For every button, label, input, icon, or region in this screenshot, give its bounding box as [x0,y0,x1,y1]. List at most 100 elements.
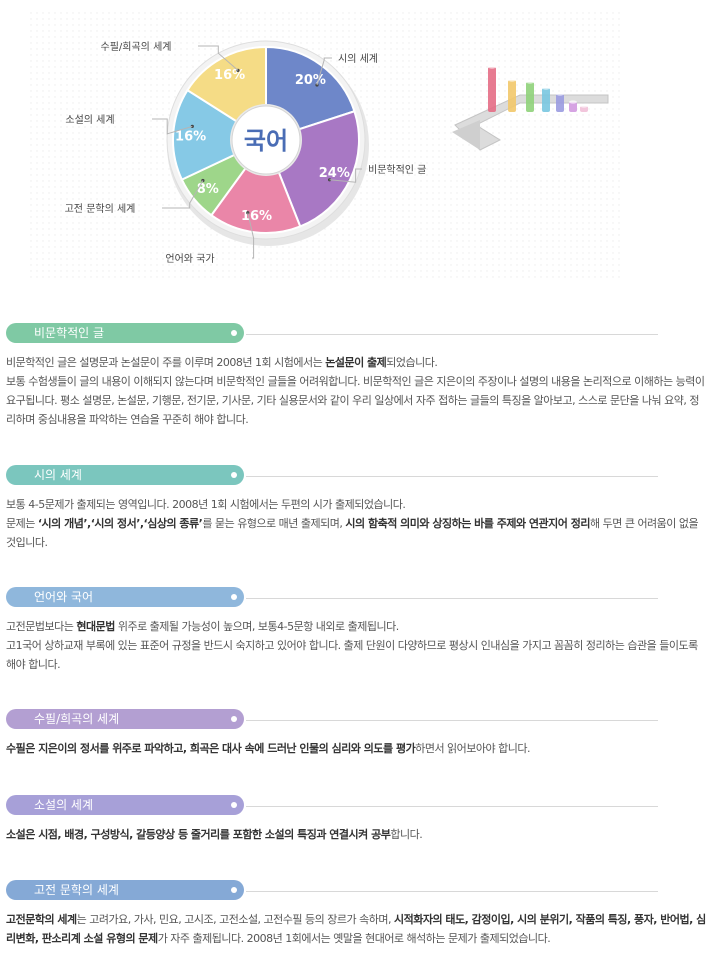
emphasis-text: 시의 함축적 의미와 상징하는 바를 주제와 연관지어 정리 [345,517,590,530]
pie-chart: 20% 시의 세계 24% 비문학적인 글 16% 언어와 국가 8% 고전 문학의 세계 16… [30,8,620,280]
emphasis-text: 수필은 지은이의 정서를 위주로 파악하고, 희곡은 대사 속에 드러난 인물의… [6,742,416,755]
emphasis-text: ‘시의 개념’,‘시의 정서’,‘심상의 종류’ [37,517,203,530]
emphasis-text: 시적화자의 태도, 감정이입, 시의 분위기, 작품의 특징, 풍자, 반어법,… [6,913,706,945]
section-title-pill: 언어와 국어 [6,587,244,607]
leader-line [198,45,239,71]
section-title: 수필/희곡의 세계 [34,712,120,726]
section-header: 소설의 세계 [6,795,706,817]
cylinder-bar [580,106,588,112]
body-text: 문제는 [6,517,38,530]
cylinder-bar [542,88,550,112]
leader-line [152,118,193,135]
section-divider [246,476,658,477]
section-title: 고전 문학의 세계 [34,883,119,897]
section-title: 시의 세계 [34,468,82,482]
section-title-pill: 수필/희곡의 세계 [6,709,244,729]
section-body: 고전문법보다는 현대문법 위주로 출제될 가능성이 높으며, 보통4-5문항 내… [6,617,706,674]
slice-percent-label: 16% [214,68,245,83]
emphasis-text: 소설은 시점, 배경, 구성방식, 갈등양상 등 줄거리를 포함한 소설의 특징… [6,828,391,841]
leader-line [247,212,255,259]
section-divider [246,891,658,892]
emphasis-text: 고전문학의 세계 [6,913,77,926]
bar-chart-illustration [452,65,609,151]
section-paragraph: 소설은 시점, 배경, 구성방식, 갈등양상 등 줄거리를 포함한 소설의 특징… [6,825,706,844]
section-paragraph: 고1국어 상하교재 부록에 있는 표준어 규정을 반드시 숙지하고 있어야 합니… [6,636,706,674]
section-title-pill: 소설의 세계 [6,795,244,815]
slice-category-label: 소설의 세계 [65,114,114,126]
section-title: 언어와 국어 [34,590,94,604]
slice-percent-label: 8% [197,182,219,197]
slice-percent-label: 24% [319,166,350,181]
slice-percent-label: 16% [175,129,206,144]
pill-dot-icon [231,716,237,722]
section-body: 수필은 지은이의 정서를 위주로 파악하고, 희곡은 대사 속에 드러난 인물의… [6,739,706,758]
arrow-head [452,120,480,150]
section-paragraph: 비문학적인 글은 설명문과 논설문이 주를 이루며 2008년 1회 시험에서는… [6,353,706,372]
section-header: 시의 세계 [6,465,706,487]
section-title-pill: 시의 세계 [6,465,244,485]
body-text: 합니다. [390,828,423,841]
emphasis-text: 현대문법 [76,620,115,633]
slice-category-label: 시의 세계 [338,53,378,65]
section-paragraph: 수필은 지은이의 정서를 위주로 파악하고, 희곡은 대사 속에 드러난 인물의… [6,739,706,758]
cylinder-top [580,104,588,108]
section-header: 언어와 국어 [6,587,706,609]
center-hub [231,105,301,175]
section-divider [246,806,658,807]
pill-dot-icon [231,802,237,808]
leader-dot [246,211,250,215]
section-paragraph: 고전문학의 세계는 고려가요, 가사, 민요, 고시조, 고전소설, 고전수필 … [6,910,706,948]
section-header: 비문학적인 글 [6,323,706,345]
slice-percent-label: 16% [241,209,272,224]
center-label: 국어 [244,127,288,155]
section-header: 수필/희곡의 세계 [6,709,706,731]
section-title-pill: 고전 문학의 세계 [6,880,244,900]
pie-slice [172,88,269,181]
emphasis-text: 논설문이 출제 [325,356,387,369]
body-text: 비문학적인 글은 설명문과 논설문이 주를 이루며 2008년 1회 시험에서는 [6,356,326,369]
section-body: 소설은 시점, 배경, 구성방식, 갈등양상 등 줄거리를 포함한 소설의 특징… [6,825,706,844]
section-paragraph: 보통 수험생들이 글의 내용이 이해되지 않는다며 비문학적인 글들을 어려워합… [6,372,706,429]
body-text: 가 자주 출제됩니다. 2008년 1회에서는 옛말을 현대어로 해석하는 문제… [157,932,551,945]
pill-dot-icon [231,594,237,600]
cylinder-top [488,65,496,69]
slice-category-label: 언어와 국가 [165,253,214,265]
section-paragraph: 문제는 ‘시의 개념’,‘시의 정서’,‘심상의 종류’를 묻는 유형으로 매년… [6,514,706,552]
leader-line [329,168,362,183]
cylinder-bar [526,82,534,112]
pill-dot-icon [231,887,237,893]
leader-dot [328,178,332,182]
pill-dot-icon [231,472,237,478]
pill-dot-icon [231,330,237,336]
section-title: 소설의 세계 [34,798,94,812]
section-body: 보통 4-5문제가 출제되는 영역입니다. 2008년 1회 시험에서는 두편의… [6,495,706,552]
body-text: 위주로 출제될 가능성이 높으며, 보통4-5문항 내외로 출제됩니다. [114,620,399,633]
slice-category-label: 고전 문학의 세계 [65,203,136,215]
slice-percent-label: 20% [295,73,326,88]
body-text: 해 두면 큰 어려움이 없을 것입니다. [6,517,699,549]
section-header: 고전 문학의 세계 [6,880,706,902]
body-text: 되었습니다. [386,356,438,369]
body-text: 고1국어 상하교재 부록에 있는 표준어 규정을 반드시 숙지하고 있어야 합니… [6,639,698,671]
body-text: 보통 4-5문제가 출제되는 영역입니다. 2008년 1회 시험에서는 두편의… [6,498,406,511]
cylinder-top [556,92,564,96]
section-paragraph: 보통 4-5문제가 출제되는 영역입니다. 2008년 1회 시험에서는 두편의… [6,495,706,514]
body-text: 를 묻는 유형으로 매년 출제되며, [202,517,346,530]
body-text: 하면서 읽어보아야 합니다. [415,742,531,755]
cylinder-top [526,80,534,84]
cylinder-bar [508,80,516,112]
pie-slice [209,137,302,234]
section-title: 비문학적인 글 [34,326,105,340]
section-body: 비문학적인 글은 설명문과 논설문이 주를 이루며 2008년 1회 시험에서는… [6,353,706,429]
slice-category-label: 수필/희곡의 세계 [101,41,172,53]
cylinder-bar [569,102,577,112]
body-text: 보통 수험생들이 글의 내용이 이해되지 않는다며 비문학적인 글들을 어려워합… [6,375,705,426]
section-title-pill: 비문학적인 글 [6,323,244,343]
slice-category-label: 비문학적인 글 [368,164,426,176]
section-divider [246,720,658,721]
